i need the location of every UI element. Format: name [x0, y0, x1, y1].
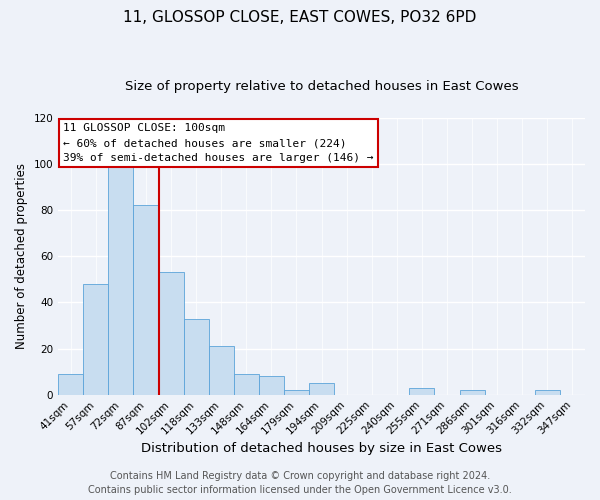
- Text: Contains HM Land Registry data © Crown copyright and database right 2024.
Contai: Contains HM Land Registry data © Crown c…: [88, 471, 512, 495]
- Bar: [409, 388, 434, 394]
- Bar: [309, 383, 334, 394]
- Bar: [209, 346, 234, 395]
- Bar: [259, 376, 284, 394]
- Bar: [133, 206, 158, 394]
- Bar: [184, 318, 209, 394]
- Bar: [83, 284, 109, 395]
- Bar: [284, 390, 309, 394]
- X-axis label: Distribution of detached houses by size in East Cowes: Distribution of detached houses by size …: [141, 442, 502, 455]
- Bar: [58, 374, 83, 394]
- Text: 11 GLOSSOP CLOSE: 100sqm
← 60% of detached houses are smaller (224)
39% of semi-: 11 GLOSSOP CLOSE: 100sqm ← 60% of detach…: [64, 124, 374, 163]
- Bar: [234, 374, 259, 394]
- Y-axis label: Number of detached properties: Number of detached properties: [15, 164, 28, 350]
- Bar: [535, 390, 560, 394]
- Bar: [158, 272, 184, 394]
- Text: 11, GLOSSOP CLOSE, EAST COWES, PO32 6PD: 11, GLOSSOP CLOSE, EAST COWES, PO32 6PD: [124, 10, 476, 25]
- Bar: [460, 390, 485, 394]
- Title: Size of property relative to detached houses in East Cowes: Size of property relative to detached ho…: [125, 80, 518, 93]
- Bar: [109, 164, 133, 394]
